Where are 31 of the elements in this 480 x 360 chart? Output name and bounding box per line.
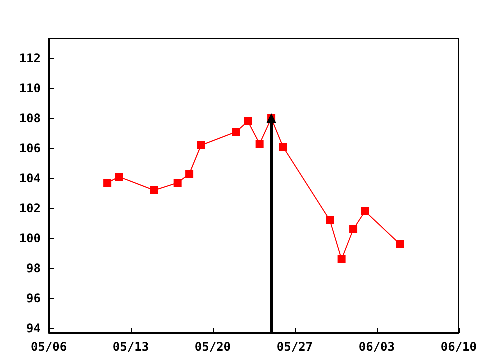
y-tick-label: 102 bbox=[19, 202, 41, 216]
y-tick-label: 96 bbox=[26, 292, 41, 306]
point bbox=[174, 179, 182, 187]
y-tick-label: 110 bbox=[19, 82, 41, 96]
point bbox=[350, 226, 358, 234]
point bbox=[232, 128, 240, 136]
point bbox=[279, 143, 288, 151]
x-tick-label: 05/13 bbox=[112, 340, 150, 354]
y-tick-label: 104 bbox=[19, 172, 41, 186]
point bbox=[361, 208, 370, 216]
y-tick-label: 100 bbox=[19, 232, 41, 246]
y-tick-label: 106 bbox=[19, 142, 41, 156]
y-tick-label: 94 bbox=[26, 322, 41, 336]
point bbox=[115, 173, 124, 181]
x-tick-label: 05/20 bbox=[194, 340, 232, 354]
x-tick-label: 05/06 bbox=[30, 340, 68, 354]
point bbox=[244, 118, 252, 126]
x-tick-label: 06/10 bbox=[440, 340, 477, 354]
point bbox=[396, 240, 404, 248]
point bbox=[256, 140, 264, 148]
x-tick-label: 06/03 bbox=[358, 340, 396, 354]
y-tick-label: 98 bbox=[26, 262, 41, 276]
point bbox=[338, 256, 346, 264]
point bbox=[150, 186, 158, 194]
x-tick-label: 05/27 bbox=[276, 340, 314, 354]
point bbox=[197, 142, 206, 150]
point bbox=[326, 216, 334, 224]
y-tick-label: 112 bbox=[19, 52, 41, 66]
point bbox=[104, 179, 112, 187]
point bbox=[186, 170, 194, 178]
y-tick-label: 108 bbox=[19, 112, 41, 126]
